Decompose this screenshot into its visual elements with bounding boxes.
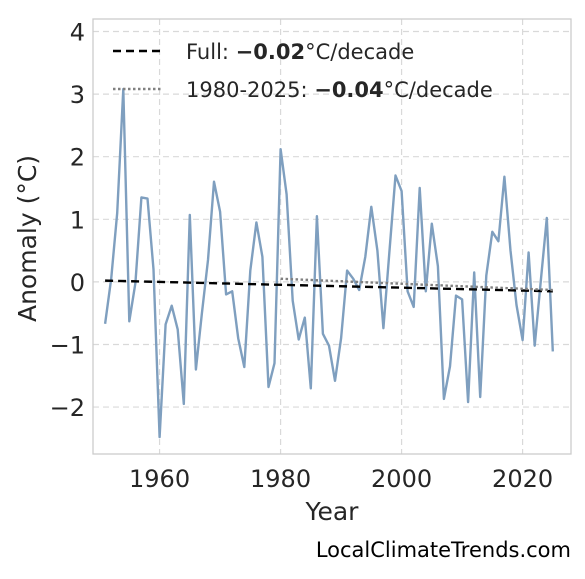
- x-tick-label: 2000: [371, 465, 432, 493]
- y-tick-label: 2: [70, 144, 85, 172]
- y-tick-label: 1: [70, 206, 85, 234]
- y-axis-label: Anomaly (°C): [13, 155, 42, 322]
- watermark-text: LocalClimateTrends.com: [315, 538, 571, 562]
- x-axis-label: Year: [305, 497, 360, 526]
- legend-value: −0.02: [236, 40, 305, 64]
- legend-suffix: °C/decade: [384, 78, 493, 102]
- legend-prefix: Full:: [186, 40, 236, 64]
- anomaly-series-line: [103, 87, 554, 439]
- data-series-layer: [103, 87, 554, 439]
- full-trend-line: [105, 279, 553, 293]
- legend-value: −0.04: [314, 78, 383, 102]
- tick-labels: 1960 1980 2000 2020 −2 −1 0 1 2 3 4: [50, 19, 554, 493]
- legend-label-recent-trend: 1980-2025: −0.04°C/decade: [186, 78, 493, 102]
- grid-lines: [93, 19, 571, 454]
- recent-trend-line: [280, 277, 553, 292]
- legend-suffix: °C/decade: [305, 40, 414, 64]
- plot-frame: [92, 18, 572, 455]
- y-tick-label: −1: [50, 331, 85, 359]
- y-tick-label: 0: [70, 269, 85, 297]
- x-tick-label: 1980: [250, 465, 311, 493]
- y-tick-label: 4: [70, 19, 85, 47]
- legend: Full: −0.02°C/decade 1980-2025: −0.04°C/…: [113, 40, 493, 102]
- legend-prefix: 1980-2025:: [186, 78, 314, 102]
- y-tick-label: 3: [70, 81, 85, 109]
- x-tick-label: 1960: [129, 465, 190, 493]
- y-tick-label: −2: [50, 394, 85, 422]
- legend-label-full-trend: Full: −0.02°C/decade: [186, 40, 414, 64]
- x-tick-label: 2020: [492, 465, 553, 493]
